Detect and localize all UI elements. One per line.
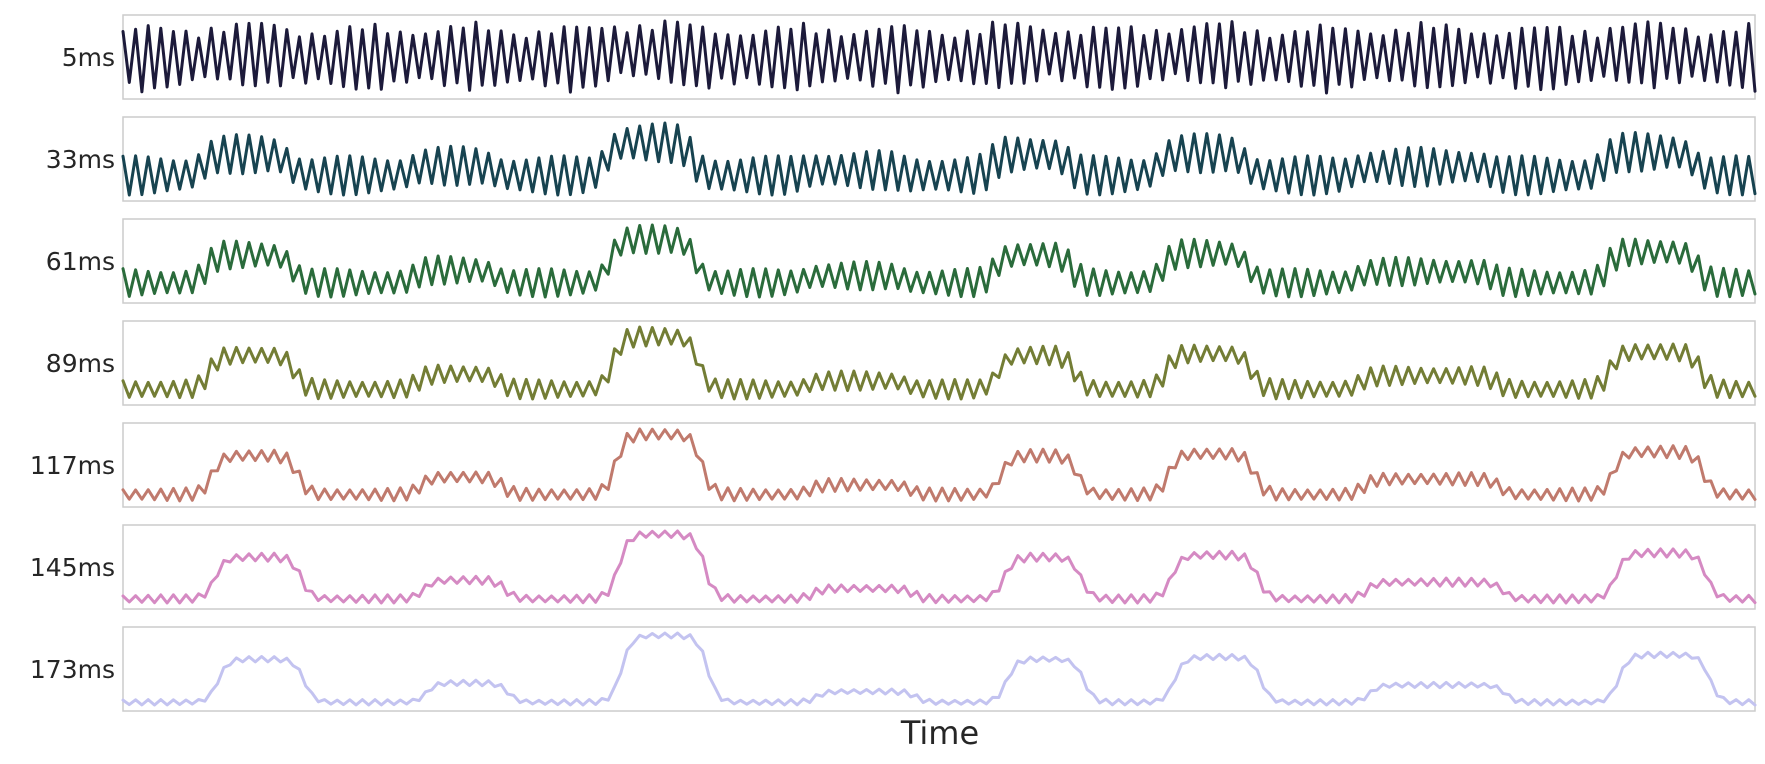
x-axis-label: Time	[900, 714, 979, 752]
panel-frame-145ms	[122, 524, 1756, 610]
panels: 5ms 33ms 61ms 89ms 117ms 145ms 173ms	[30, 14, 1757, 712]
series-line-61ms	[121, 223, 1757, 299]
series-line-33ms	[121, 121, 1757, 197]
series-line-145ms	[121, 529, 1757, 605]
series-line-117ms	[121, 427, 1757, 503]
row-label-33ms: 33ms	[46, 145, 115, 174]
row-label-61ms: 61ms	[46, 247, 115, 276]
panel-frame-173ms	[122, 626, 1756, 712]
row-label-5ms: 5ms	[62, 43, 115, 72]
series-line-173ms	[121, 631, 1757, 707]
series-line-5ms	[121, 19, 1757, 95]
row-label-89ms: 89ms	[46, 349, 115, 378]
series-line-89ms	[121, 325, 1757, 401]
row-label-173ms: 173ms	[30, 655, 115, 684]
row-label-145ms: 145ms	[30, 553, 115, 582]
row-label-117ms: 117ms	[30, 451, 115, 480]
